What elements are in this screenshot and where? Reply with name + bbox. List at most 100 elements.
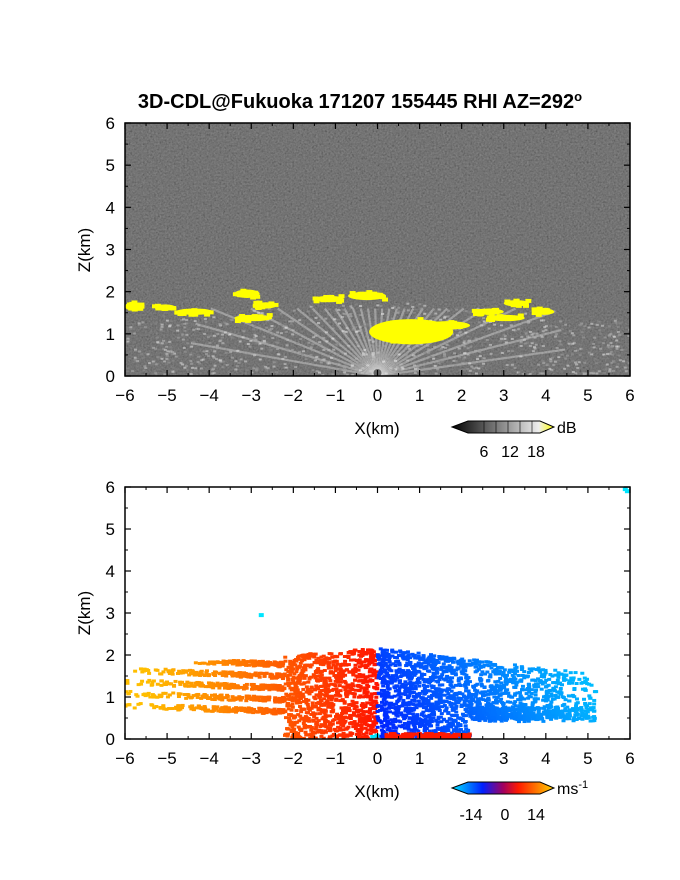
velocity-pixel-negative <box>418 657 423 661</box>
velocity-pixel-positive <box>289 660 294 664</box>
velocity-pixel-negative <box>464 676 469 680</box>
echo-pixel <box>454 364 458 367</box>
velocity-pixel-positive <box>257 661 262 665</box>
velocity-pixel-negative <box>575 712 580 716</box>
echo-pixel <box>603 354 607 357</box>
echo-pixel <box>271 344 275 347</box>
velocity-pixel-positive <box>318 724 323 728</box>
velocity-pixel-negative <box>567 717 572 721</box>
echo-pixel <box>361 367 365 370</box>
echo-pixel <box>464 331 468 334</box>
velocity-pixel-negative <box>492 695 497 699</box>
velocity-pixel-positive <box>230 684 235 688</box>
velocity-pixel-negative <box>379 704 384 708</box>
velocity-pixel-negative <box>479 712 484 716</box>
echo-pixel <box>344 363 348 366</box>
velocity-pixel-positive <box>317 712 322 716</box>
echo-pixel <box>489 352 493 355</box>
velocity-pixel-negative <box>439 675 444 679</box>
echo-pixel <box>324 361 328 364</box>
velocity-pixel-negative <box>567 714 572 718</box>
echo-pixel <box>519 340 523 343</box>
velocity-pixel-negative <box>491 701 496 705</box>
velocity-pixel-positive <box>262 664 267 668</box>
echo-pixel <box>361 352 365 355</box>
velocity-pixel-positive <box>223 670 228 674</box>
velocity-pixel-positive <box>236 697 241 701</box>
echo-pixel <box>183 322 187 325</box>
echo-pixel <box>539 372 543 375</box>
velocity-pixel-negative <box>555 690 560 694</box>
echo-pixel <box>580 341 584 344</box>
velocity-pixel-positive <box>242 674 247 678</box>
velocity-pixel-negative <box>430 666 435 670</box>
velocity-pixel-negative <box>441 665 446 669</box>
velocity-pixel-negative <box>504 717 509 721</box>
velocity-pixel-positive <box>186 693 191 697</box>
reflectivity-colorbar-tick-6: 6 <box>480 444 489 461</box>
velocity-pixel-positive <box>262 707 267 711</box>
echo-pixel <box>616 330 620 333</box>
velocity-pixel-negative <box>402 651 407 655</box>
velocity-pixel-positive <box>293 663 298 667</box>
velocity-pixel-negative <box>573 709 578 713</box>
echo-pixel <box>372 340 376 343</box>
reflectivity-xtick-label: 0 <box>373 386 382 405</box>
velocity-pixel-positive <box>314 658 319 662</box>
velocity-pixel-negative <box>422 727 427 731</box>
velocity-pixel-negative <box>543 694 548 698</box>
velocity-pixel-negative <box>458 677 463 681</box>
velocity-pixel-negative <box>486 692 491 696</box>
velocity-pixel-negative <box>383 674 388 678</box>
velocity-pixel-positive <box>215 683 220 687</box>
velocity-pixel-negative <box>507 694 512 698</box>
velocity-pixel-negative <box>396 659 401 663</box>
echo-pixel <box>221 336 225 339</box>
strong-echo-pixel <box>501 315 508 320</box>
reflectivity-xtick-label: 6 <box>625 386 634 405</box>
velocity-pixel-negative <box>454 714 459 718</box>
velocity-pixel-negative <box>531 711 536 715</box>
velocity-pixel-negative <box>394 702 399 706</box>
velocity-pixel-positive <box>312 714 317 718</box>
velocity-pixel-positive <box>147 671 152 675</box>
velocity-pixel-positive <box>335 712 340 716</box>
echo-pixel <box>560 328 564 331</box>
velocity-pixel-positive <box>371 656 376 660</box>
velocity-pixel-positive <box>322 668 327 672</box>
velocity-pixel-positive <box>344 727 349 731</box>
echo-pixel <box>615 365 619 368</box>
velocity-pixel-positive <box>315 723 320 727</box>
velocity-pixel-negative <box>380 735 385 739</box>
velocity-pixel-negative <box>564 717 569 721</box>
echo-pixel <box>229 350 233 353</box>
velocity-pixel-positive <box>164 707 169 711</box>
velocity-pixel-negative <box>413 720 418 724</box>
velocity-pixel-positive <box>284 692 289 696</box>
echo-pixel <box>458 328 462 331</box>
velocity-pixel-positive <box>372 672 377 676</box>
velocity-pixel-positive <box>300 668 305 672</box>
echo-pixel <box>358 369 362 372</box>
echo-pixel <box>433 364 437 367</box>
velocity-pixel-positive <box>202 673 207 677</box>
velocity-pixel-positive <box>202 661 207 665</box>
echo-pixel <box>212 372 216 375</box>
velocity-pixel-positive <box>351 673 356 677</box>
velocity-pixel-negative <box>444 699 449 703</box>
velocity-pixel-positive <box>352 713 357 717</box>
velocity-pixel-negative <box>463 684 468 688</box>
velocity-pixel-negative <box>541 719 546 723</box>
velocity-pixel-negative <box>575 707 580 711</box>
velocity-pixel-positive <box>170 707 175 711</box>
strong-echo-pixel <box>239 314 246 319</box>
velocity-pixel-positive <box>224 659 229 663</box>
echo-pixel <box>585 342 589 345</box>
velocity-pixel-negative <box>378 670 383 674</box>
velocity-pixel-negative <box>519 667 524 671</box>
velocity-pixel-negative <box>495 691 500 695</box>
velocity-pixel-positive <box>228 661 233 665</box>
velocity-pixel-negative <box>440 655 445 659</box>
echo-pixel <box>610 361 614 364</box>
echo-pixel <box>455 334 459 337</box>
